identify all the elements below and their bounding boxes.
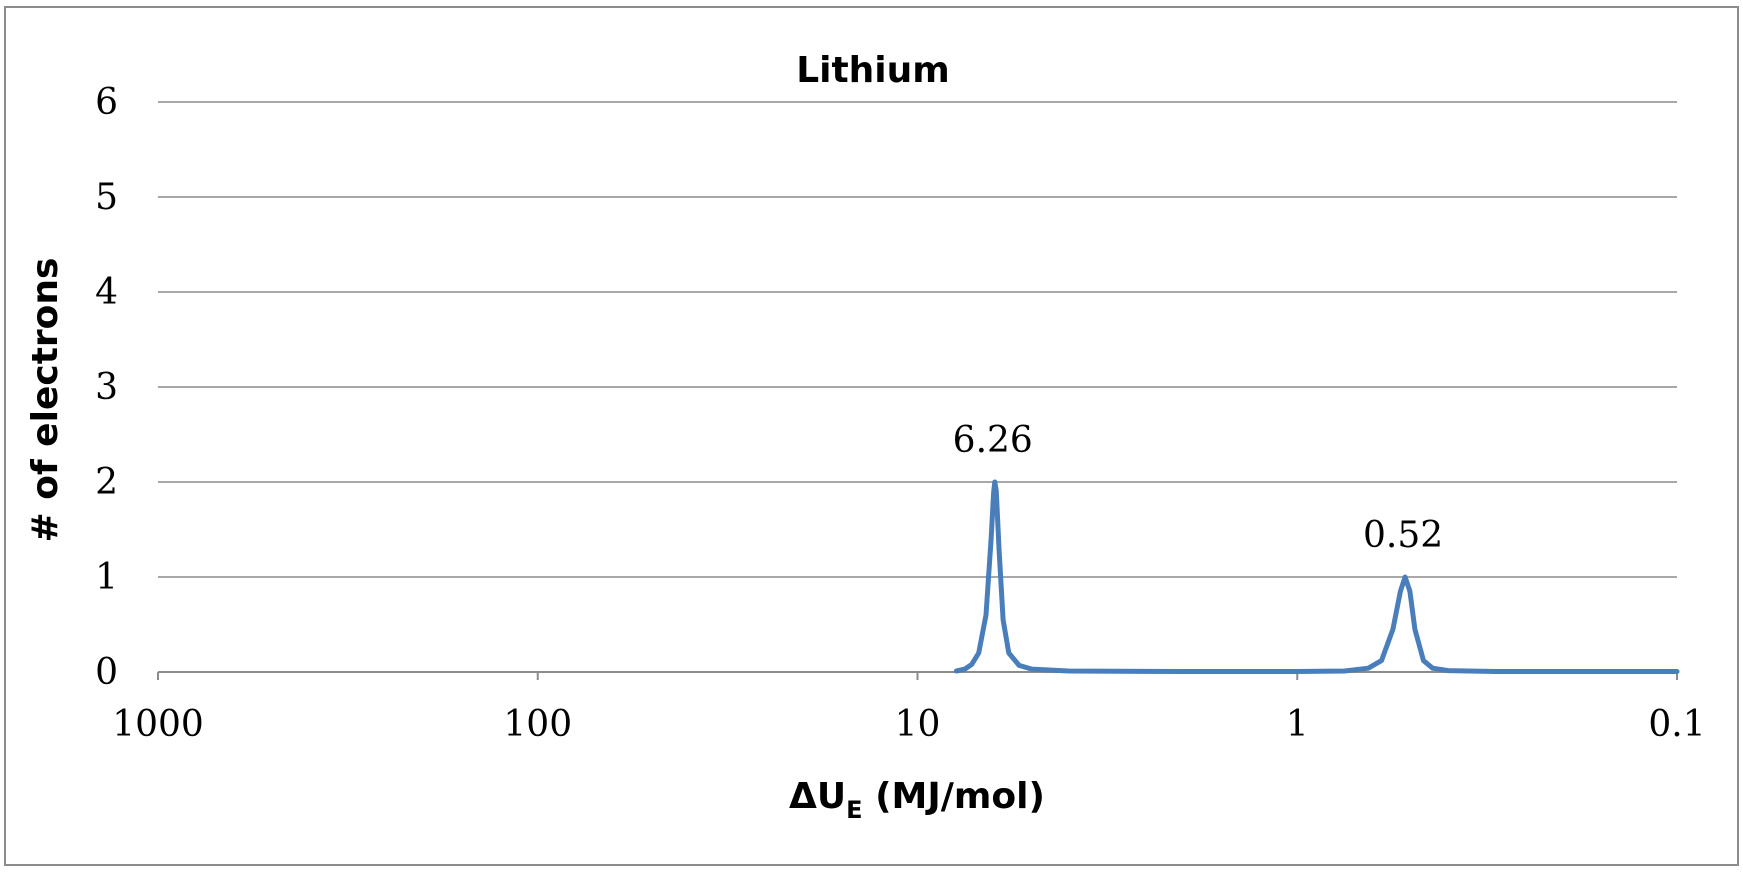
series-group — [953, 479, 1680, 674]
x-tick-label: 100 — [503, 704, 572, 745]
y-axis-ticks: 0 1 2 3 4 5 6 — [95, 82, 118, 693]
gridlines — [158, 101, 1677, 578]
x-axis-label-subscript: E — [846, 796, 862, 824]
x-tick-label: 10 — [895, 704, 941, 745]
x-axis-label-main: ΔU — [789, 776, 846, 817]
x-tick-label: 0.1 — [1648, 704, 1705, 745]
y-tick-label: 6 — [95, 82, 118, 123]
y-tick-label: 2 — [95, 462, 118, 503]
chart-frame — [4, 6, 1739, 866]
x-tick-label: 1000 — [112, 704, 204, 745]
y-tick-label: 3 — [95, 367, 118, 408]
y-tick-label: 0 — [95, 652, 118, 693]
chart-title: Lithium — [796, 50, 950, 91]
y-tick-label: 4 — [95, 272, 118, 313]
y-axis-label: # of electrons — [25, 258, 66, 543]
data-label: 6.26 — [953, 420, 1033, 461]
series-line — [953, 479, 1680, 674]
data-label: 0.52 — [1363, 515, 1443, 556]
x-axis-label-units: (MJ/mol) — [863, 776, 1045, 817]
x-axis-ticks: 1000 100 10 1 0.1 — [112, 672, 1706, 745]
y-tick-label: 5 — [95, 177, 118, 218]
y-tick-label: 1 — [95, 557, 118, 598]
data-labels: 6.26 0.52 — [953, 420, 1444, 556]
x-axis-label: ΔUE (MJ/mol) — [789, 776, 1045, 824]
x-tick-label: 1 — [1286, 704, 1309, 745]
